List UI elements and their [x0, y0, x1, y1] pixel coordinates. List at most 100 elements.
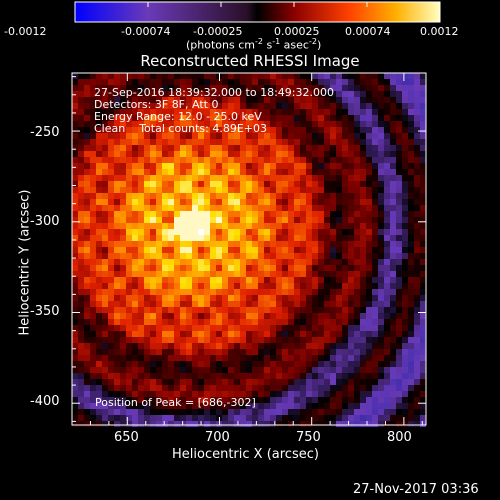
heatmap-cell [306, 109, 312, 115]
heatmap-cell [312, 211, 318, 217]
heatmap-cell [372, 421, 378, 427]
heatmap-cell [132, 181, 138, 187]
heatmap-cell [246, 301, 252, 307]
heatmap-cell [246, 367, 252, 373]
heatmap-cell [234, 139, 240, 145]
heatmap-cell [396, 193, 402, 199]
heatmap-cell [240, 361, 246, 367]
heatmap-cell [300, 307, 306, 313]
heatmap-cell [306, 403, 312, 409]
heatmap-cell [102, 397, 108, 403]
heatmap-cell [252, 343, 258, 349]
heatmap-cell [78, 175, 84, 181]
heatmap-cell [360, 379, 366, 385]
heatmap-cell [348, 277, 354, 283]
heatmap-cell [90, 211, 96, 217]
heatmap-cell [258, 403, 264, 409]
heatmap-cell [282, 277, 288, 283]
heatmap-cell [198, 229, 204, 235]
heatmap-cell [390, 349, 396, 355]
heatmap-cell [246, 319, 252, 325]
heatmap-cell [192, 151, 198, 157]
heatmap-cell [228, 331, 234, 337]
heatmap-cell [372, 283, 378, 289]
heatmap-cell [252, 235, 258, 241]
heatmap-cell [162, 415, 168, 421]
heatmap-cell [264, 301, 270, 307]
heatmap-cell [252, 79, 258, 85]
heatmap-cell [348, 181, 354, 187]
heatmap-cell [234, 325, 240, 331]
heatmap-cell [378, 163, 384, 169]
heatmap-cell [192, 319, 198, 325]
heatmap-cell [300, 235, 306, 241]
heatmap-cell [342, 331, 348, 337]
heatmap-cell [96, 91, 102, 97]
heatmap-cell [210, 103, 216, 109]
heatmap-cell [360, 175, 366, 181]
heatmap-cell [402, 223, 408, 229]
heatmap-cell [90, 295, 96, 301]
heatmap-cell [222, 301, 228, 307]
heatmap-cell [162, 79, 168, 85]
heatmap-cell [258, 307, 264, 313]
heatmap-cell [342, 193, 348, 199]
heatmap-cell [294, 163, 300, 169]
heatmap-cell [132, 97, 138, 103]
heatmap-cell [252, 199, 258, 205]
heatmap-cell [72, 73, 78, 79]
heatmap-cell [90, 379, 96, 385]
heatmap-cell [318, 223, 324, 229]
heatmap-cell [216, 337, 222, 343]
heatmap-cell [132, 271, 138, 277]
heatmap-cell [378, 157, 384, 163]
heatmap-cell [114, 373, 120, 379]
heatmap-cell [234, 97, 240, 103]
heatmap-cell [324, 349, 330, 355]
heatmap-cell [300, 169, 306, 175]
heatmap-cell [390, 121, 396, 127]
heatmap-cell [120, 193, 126, 199]
heatmap-cell [300, 175, 306, 181]
info-line-3: Clean Total counts: 4.89E+03 [94, 122, 268, 135]
heatmap-cell [336, 307, 342, 313]
heatmap-cell [78, 283, 84, 289]
heatmap-cell [138, 175, 144, 181]
heatmap-cell [306, 391, 312, 397]
heatmap-cell [318, 361, 324, 367]
heatmap-cell [390, 277, 396, 283]
heatmap-cell [318, 235, 324, 241]
heatmap-cell [150, 325, 156, 331]
heatmap-cell [120, 325, 126, 331]
heatmap-cell [402, 217, 408, 223]
heatmap-cell [258, 361, 264, 367]
heatmap-cell [162, 373, 168, 379]
heatmap-cell [210, 175, 216, 181]
heatmap-cell [354, 283, 360, 289]
heatmap-cell [354, 361, 360, 367]
heatmap-cell [270, 331, 276, 337]
heatmap-cell [252, 91, 258, 97]
heatmap-cell [270, 193, 276, 199]
heatmap-cell [378, 103, 384, 109]
heatmap-cell [222, 175, 228, 181]
heatmap-cell [246, 349, 252, 355]
heatmap-cell [174, 247, 180, 253]
heatmap-cell [246, 109, 252, 115]
heatmap-cell [390, 343, 396, 349]
heatmap-cell [186, 199, 192, 205]
heatmap-cell [228, 319, 234, 325]
heatmap-cell [354, 379, 360, 385]
heatmap-cell [102, 319, 108, 325]
heatmap-cell [396, 391, 402, 397]
heatmap-cell [192, 385, 198, 391]
heatmap-cell [246, 193, 252, 199]
heatmap-cell [144, 157, 150, 163]
heatmap-cell [264, 307, 270, 313]
heatmap-cell [288, 259, 294, 265]
heatmap-cell [288, 337, 294, 343]
heatmap-cell [264, 421, 270, 427]
heatmap-cell [288, 349, 294, 355]
heatmap-cell [288, 265, 294, 271]
heatmap-cell [360, 421, 366, 427]
